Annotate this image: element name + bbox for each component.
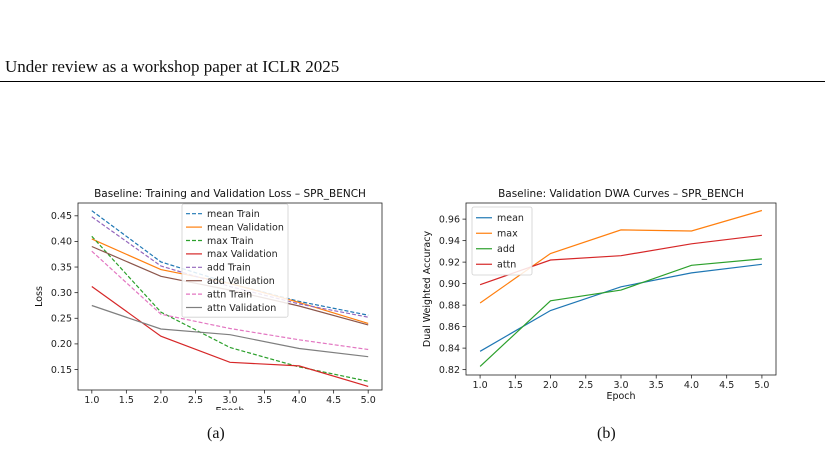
legend-label-add-train: add Train [207, 263, 251, 274]
y-axis-label: Dual Weighted Accuracy [422, 231, 433, 348]
series-line-max-validation [91, 286, 369, 387]
x-tick-label: 2.5 [188, 395, 203, 406]
x-tick-label: 2.0 [543, 380, 558, 391]
x-tick-label: 4.5 [719, 380, 734, 391]
x-tick-label: 5.0 [754, 380, 769, 391]
x-tick-label: 5.0 [361, 395, 376, 406]
legend-label-add: add [497, 244, 515, 255]
legend-label-add-validation: add Validation [207, 276, 275, 287]
y-tick-label: 0.92 [439, 257, 460, 268]
series-line-add [479, 258, 762, 367]
x-tick-label: 3.5 [649, 380, 664, 391]
y-tick-label: 0.25 [51, 314, 72, 325]
x-axis-label: Epoch [606, 391, 635, 402]
caption-a: (a) [207, 425, 225, 442]
y-tick-label: 0.96 [439, 214, 460, 225]
y-tick-label: 0.35 [51, 262, 72, 273]
y-tick-label: 0.82 [439, 365, 460, 376]
y-tick-label: 0.84 [439, 343, 460, 354]
header-rule [0, 81, 825, 82]
y-tick-label: 0.90 [439, 279, 460, 290]
y-tick-label: 0.94 [439, 236, 460, 247]
x-tick-label: 4.5 [326, 395, 341, 406]
dwa-chart: Baseline: Validation DWA Curves – SPR_BE… [422, 188, 777, 402]
x-tick-label: 2.5 [578, 380, 593, 391]
x-tick-label: 1.0 [473, 380, 488, 391]
legend-label-mean: mean [497, 213, 524, 224]
x-tick-label: 3.0 [613, 380, 628, 391]
legend-label-attn-validation: attn Validation [207, 303, 276, 314]
legend-label-mean-train: mean Train [207, 209, 260, 220]
y-tick-label: 0.86 [439, 322, 460, 333]
chart-title: Baseline: Training and Validation Loss –… [94, 188, 366, 200]
legend-box [471, 206, 533, 276]
y-tick-label: 0.40 [51, 237, 72, 248]
legend-label-max: max [497, 229, 518, 240]
legend-label-attn-train: attn Train [207, 289, 252, 300]
legend-label-mean-validation: mean Validation [207, 222, 284, 233]
y-tick-label: 0.45 [51, 211, 72, 222]
y-tick-label: 0.15 [51, 365, 72, 376]
legend-label-max-train: max Train [207, 236, 254, 247]
series-line-max-train [91, 235, 369, 382]
x-tick-label: 2.0 [153, 395, 168, 406]
y-tick-label: 0.30 [51, 288, 72, 299]
chart-title: Baseline: Validation DWA Curves – SPR_BE… [498, 188, 744, 200]
series-line-attn-train [91, 250, 369, 351]
loss-chart: Baseline: Training and Validation Loss –… [34, 188, 383, 410]
x-tick-label: 1.5 [508, 380, 523, 391]
x-tick-label: 4.0 [292, 395, 307, 406]
legend-label-attn: attn [497, 260, 516, 271]
y-tick-label: 0.20 [51, 339, 72, 350]
x-tick-label: 4.0 [684, 380, 699, 391]
legend-label-max-validation: max Validation [207, 249, 278, 260]
y-tick-label: 0.88 [439, 300, 460, 311]
series-line-attn-validation [91, 304, 369, 358]
x-tick-label: 3.0 [222, 395, 237, 406]
caption-b: (b) [597, 425, 616, 442]
x-tick-label: 3.5 [257, 395, 272, 406]
series-line-mean [479, 263, 762, 352]
x-tick-label: 1.5 [119, 395, 134, 406]
page-header: Under review as a workshop paper at ICLR… [5, 57, 340, 76]
legend-box [181, 203, 289, 318]
y-axis-label: Loss [34, 286, 45, 307]
x-axis-label: Epoch [215, 406, 244, 410]
x-tick-label: 1.0 [84, 395, 99, 406]
